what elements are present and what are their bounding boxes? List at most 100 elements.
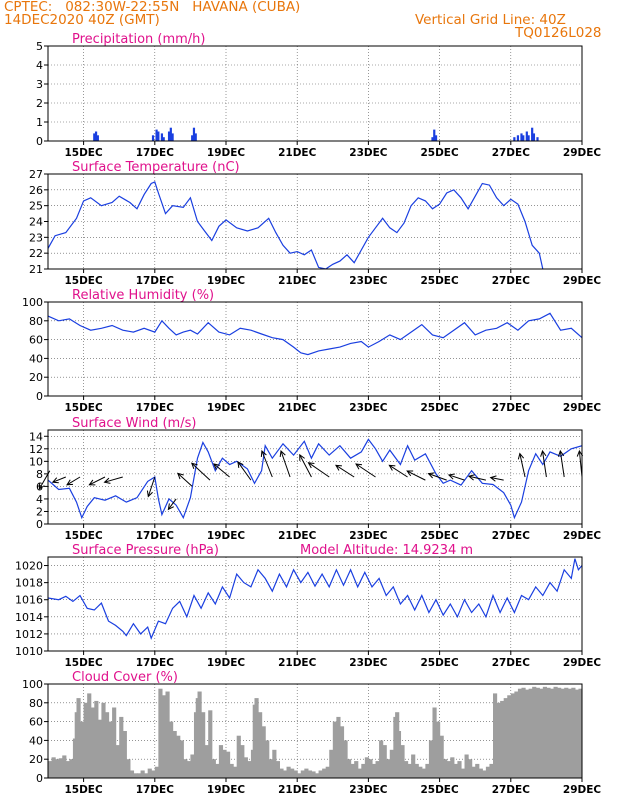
- x-tick-label: 15DEC: [64, 402, 103, 414]
- y-tick-label: 23: [29, 231, 43, 244]
- series-line: [48, 438, 582, 520]
- bar: [549, 688, 555, 778]
- bar: [536, 137, 539, 141]
- bar: [525, 689, 530, 778]
- bar: [560, 688, 565, 778]
- y-tick-label: 1014: [15, 611, 43, 624]
- bar: [343, 740, 348, 778]
- bar: [496, 702, 501, 778]
- bar: [371, 763, 377, 778]
- panel-frame: [47, 429, 583, 525]
- x-tick-label: 17DEC: [136, 784, 175, 796]
- x-tick-label: 17DEC: [136, 530, 175, 542]
- bar: [315, 773, 320, 778]
- x-tick-label: 21DEC: [278, 530, 317, 542]
- y-tick-label: 12: [29, 443, 43, 456]
- bar: [482, 770, 487, 778]
- bar: [186, 761, 191, 778]
- bar: [400, 745, 405, 778]
- y-tick-label: 1: [36, 116, 43, 129]
- panel-title: Surface Temperature (nC): [72, 160, 240, 175]
- wind-arrowhead: [103, 477, 111, 484]
- wind-vector: [490, 477, 504, 481]
- wind-vector: [104, 476, 123, 483]
- bar: [101, 702, 106, 778]
- y-tick-label: 1018: [15, 577, 43, 590]
- wind-arrowhead: [427, 472, 435, 479]
- x-tick-label: 29DEC: [563, 275, 602, 287]
- bar: [137, 773, 142, 778]
- x-tick-label: 15DEC: [64, 530, 103, 542]
- panel-annotation: Model Altitude: 14.9234 m: [300, 543, 473, 558]
- panel-title: Surface Wind (m/s): [72, 416, 196, 431]
- x-tick-label: 15DEC: [64, 784, 103, 796]
- bar: [90, 707, 95, 778]
- bar: [510, 693, 515, 778]
- panel-frame: [47, 301, 583, 397]
- bar: [325, 766, 330, 778]
- bar: [407, 763, 412, 778]
- bar: [104, 712, 110, 778]
- wind-vector: [559, 450, 565, 478]
- bar: [51, 757, 56, 778]
- y-tick-label: 24: [29, 216, 43, 229]
- wind-vector: [261, 450, 273, 478]
- x-tick-label: 27DEC: [492, 402, 531, 414]
- wind-arrowhead: [260, 449, 267, 458]
- bar: [65, 761, 70, 778]
- bar: [433, 129, 436, 141]
- y-tick-label: 60: [29, 716, 43, 729]
- bar: [493, 693, 498, 778]
- y-tick-label: 20: [29, 371, 43, 384]
- x-tick-label: 27DEC: [492, 657, 531, 669]
- panel-frame: [47, 556, 583, 652]
- bar: [471, 766, 476, 778]
- bar: [94, 131, 98, 141]
- x-tick-label: 25DEC: [420, 784, 459, 796]
- bar: [322, 768, 327, 778]
- bar: [464, 754, 469, 778]
- wind-arrowhead: [66, 479, 74, 486]
- bar: [290, 768, 295, 778]
- wind-arrowhead: [447, 473, 455, 480]
- wind-vector: [428, 473, 447, 481]
- y-tick-label: 40: [29, 352, 43, 365]
- wind-vector: [177, 473, 193, 487]
- wind-vector: [52, 476, 66, 483]
- bar: [226, 751, 231, 778]
- bar: [154, 766, 159, 778]
- bar: [158, 688, 163, 778]
- bar: [513, 137, 516, 141]
- bar: [275, 761, 280, 778]
- bar: [557, 687, 562, 778]
- bar: [144, 773, 149, 778]
- y-tick-label: 1012: [15, 628, 43, 641]
- bar: [564, 687, 569, 778]
- bar: [218, 745, 224, 778]
- bar: [336, 716, 341, 778]
- y-tick-label: 21: [29, 263, 43, 276]
- bar: [475, 763, 480, 778]
- bar: [414, 763, 419, 778]
- bar: [261, 726, 266, 778]
- bar: [279, 768, 284, 778]
- x-tick-label: 23DEC: [349, 657, 388, 669]
- bar: [446, 761, 451, 778]
- panel-title: Surface Pressure (hPa): [72, 543, 219, 558]
- x-tick-label: 19DEC: [207, 784, 246, 796]
- bar: [425, 763, 430, 778]
- bar: [527, 135, 530, 141]
- bar: [521, 687, 526, 778]
- bar: [122, 731, 127, 778]
- bar: [147, 768, 152, 778]
- bar: [197, 691, 202, 778]
- bar: [108, 721, 113, 778]
- bar: [115, 745, 120, 778]
- bar: [286, 766, 291, 778]
- bar: [48, 761, 53, 778]
- y-tick-label: 3: [36, 78, 43, 91]
- bar: [190, 754, 195, 778]
- x-tick-label: 23DEC: [349, 147, 388, 159]
- wind-arrowhead: [489, 475, 497, 482]
- x-tick-label: 19DEC: [207, 402, 246, 414]
